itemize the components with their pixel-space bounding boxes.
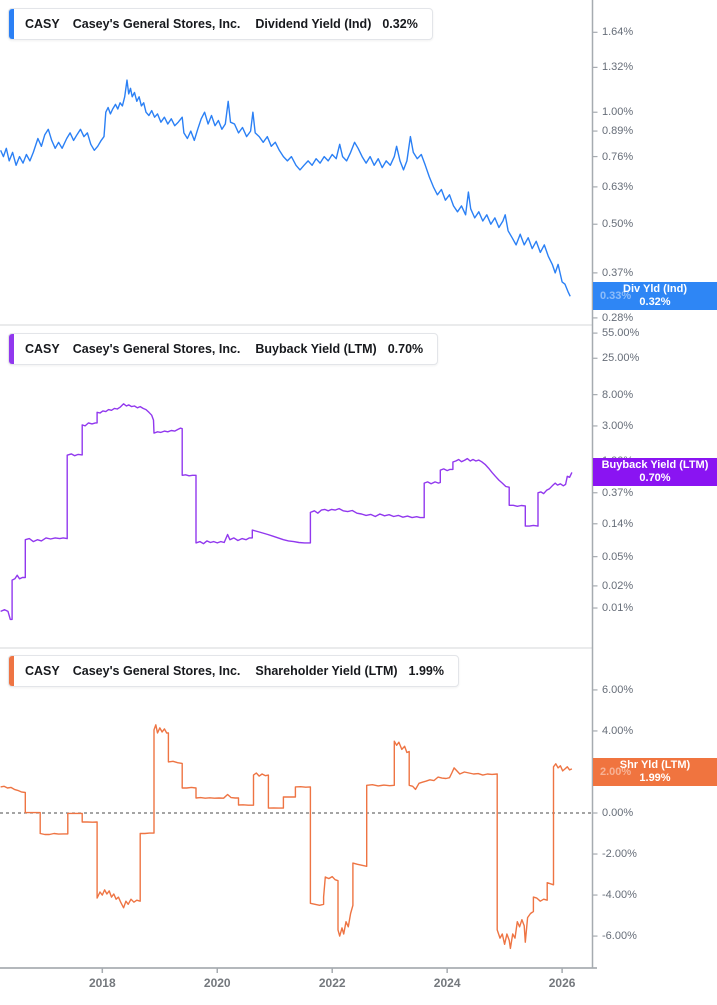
y-tick-label: -4.00% (602, 889, 637, 902)
badge-metric-value: 0.70% (639, 472, 671, 485)
badge-metric-label: Shr Yld (LTM) (619, 759, 691, 772)
year-label: 2018 (88, 976, 116, 990)
y-tick-label: 1.32% (602, 61, 634, 74)
year-label: 2026 (548, 976, 576, 990)
y-tick-label: 0.02% (602, 579, 634, 592)
last-value-badge-dividend-yield: 0.33% Div Yld (Ind) 0.32% (593, 282, 717, 311)
series-color-bar (9, 656, 14, 686)
y-tick-label: 6.00% (602, 683, 634, 696)
legend-pill-dividend-yield[interactable]: CASY Casey's General Stores, Inc. Divide… (8, 8, 433, 40)
badge-metric-label: Buyback Yield (LTM) (601, 459, 709, 472)
buyback-yield-line (0, 403, 573, 621)
metric-value: 0.70% (387, 342, 424, 356)
shareholder-yield-line (0, 724, 573, 950)
y-tick-label: 0.14% (602, 517, 634, 530)
metric-value: 0.32% (382, 17, 418, 31)
y-tick-label: 8.00% (602, 388, 634, 401)
shareholder-yield-plot-area[interactable] (0, 648, 592, 968)
y-tick-label: -2.00% (602, 848, 637, 861)
y-tick-label: 4.00% (602, 724, 634, 737)
last-value-badge-shareholder-yield: 2.00% Shr Yld (LTM) 1.99% (593, 758, 717, 787)
last-value-badge-buyback-yield: Buyback Yield (LTM) 0.70% (593, 458, 717, 487)
ticker-label: CASY (25, 342, 60, 356)
y-tick-label: 0.05% (602, 550, 634, 563)
legend-pill-shareholder-yield[interactable]: CASY Casey's General Stores, Inc. Shareh… (8, 655, 459, 687)
y-tick-label: 55.00% (602, 327, 640, 340)
metric-label: Shareholder Yield (LTM) (255, 664, 398, 678)
y-tick-label: -6.00% (602, 930, 637, 943)
y-tick-label: 0.37% (602, 486, 634, 499)
y-tick-label: 0.37% (602, 266, 634, 279)
y-tick-label: 0.01% (602, 602, 634, 615)
ticker-label: CASY (25, 17, 60, 31)
y-tick-label: 0.00% (602, 807, 634, 819)
y-tick-label: 0.28% (602, 311, 634, 324)
metric-value: 1.99% (408, 664, 444, 678)
y-tick-label: 3.00% (602, 419, 634, 432)
ticker-label: CASY (25, 664, 60, 678)
y-tick-label: 0.89% (602, 125, 634, 138)
covered-axis-label: 2.00% (600, 766, 632, 779)
dividend-yield-line (0, 79, 571, 297)
company-label: Casey's General Stores, Inc. (72, 342, 241, 356)
legend-pill-buyback-yield[interactable]: CASY Casey's General Stores, Inc. Buybac… (8, 333, 439, 365)
buyback-yield-plot-area[interactable] (0, 325, 592, 648)
year-label: 2024 (433, 976, 461, 990)
y-tick-label: 25.00% (602, 352, 640, 365)
company-label: Casey's General Stores, Inc. (72, 17, 241, 31)
badge-metric-value: 0.32% (639, 296, 671, 309)
year-label: 2020 (203, 976, 231, 990)
series-color-bar (9, 9, 14, 39)
y-tick-label: 0.50% (602, 218, 634, 231)
year-label: 2022 (318, 976, 346, 990)
metric-label: Dividend Yield (Ind) (255, 17, 372, 31)
badge-metric-label: Div Yld (Ind) (623, 283, 687, 296)
y-tick-label: 0.76% (602, 150, 634, 163)
dividend-yield-plot-area[interactable] (0, 0, 592, 325)
series-color-bar (9, 334, 14, 364)
y-tick-label: 1.00% (602, 106, 634, 119)
y-tick-label: 0.63% (602, 180, 634, 193)
y-tick-label: 1.64% (602, 26, 634, 39)
badge-metric-value: 1.99% (639, 772, 671, 785)
metric-label: Buyback Yield (LTM) (255, 342, 377, 356)
covered-axis-label: 0.33% (600, 290, 632, 303)
company-label: Casey's General Stores, Inc. (72, 664, 241, 678)
